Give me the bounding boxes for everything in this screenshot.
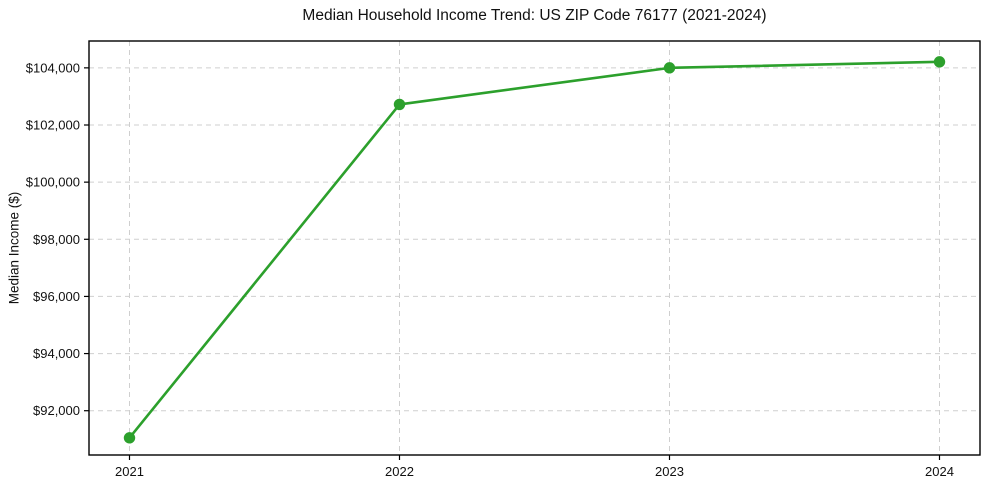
y-tick-label: $100,000 [26,175,80,190]
data-point [663,62,676,74]
y-tick-label: $104,000 [26,60,80,75]
data-point [933,56,946,68]
x-tick-label: 2024 [925,464,954,479]
data-point [123,432,136,444]
x-tick-label: 2023 [655,464,684,479]
y-tick-label: $92,000 [33,403,80,418]
x-tick-label: 2021 [115,464,144,479]
plot-border [88,40,981,456]
chart-title: Median Household Income Trend: US ZIP Co… [302,7,767,24]
trend-line [128,60,941,440]
y-tick-label: $96,000 [33,289,80,304]
x-tick-label: 2022 [385,464,414,479]
data-point [393,98,406,111]
y-tick-label: $102,000 [26,118,80,133]
y-tick-label: $94,000 [33,346,80,361]
y-tick-label: $98,000 [33,232,80,247]
